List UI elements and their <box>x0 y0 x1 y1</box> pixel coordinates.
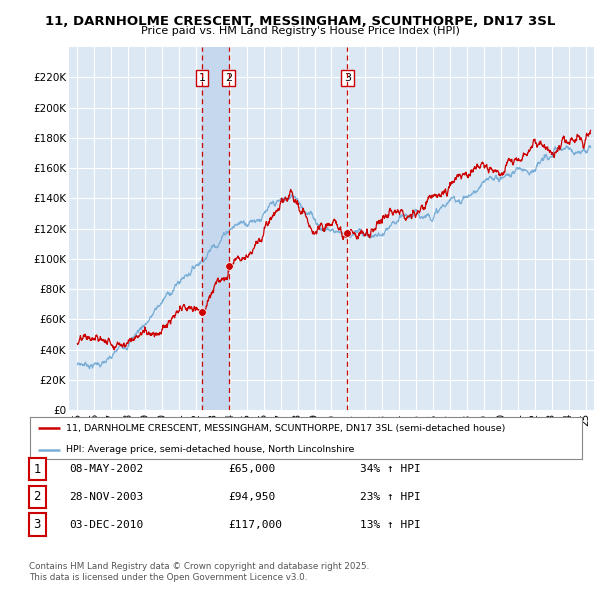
Text: 11, DARNHOLME CRESCENT, MESSINGHAM, SCUNTHORPE, DN17 3SL (semi-detached house): 11, DARNHOLME CRESCENT, MESSINGHAM, SCUN… <box>66 424 505 433</box>
Text: £117,000: £117,000 <box>228 520 282 529</box>
Text: 2: 2 <box>34 490 41 503</box>
Text: Contains HM Land Registry data © Crown copyright and database right 2025.: Contains HM Land Registry data © Crown c… <box>29 562 369 571</box>
Text: 3: 3 <box>34 518 41 531</box>
Text: 2: 2 <box>225 73 232 83</box>
Text: 3: 3 <box>344 73 351 83</box>
Bar <box>202 47 229 410</box>
Text: 11, DARNHOLME CRESCENT, MESSINGHAM, SCUNTHORPE, DN17 3SL: 11, DARNHOLME CRESCENT, MESSINGHAM, SCUN… <box>45 15 555 28</box>
Text: £94,950: £94,950 <box>228 492 275 502</box>
Text: HPI: Average price, semi-detached house, North Lincolnshire: HPI: Average price, semi-detached house,… <box>66 445 354 454</box>
Text: £65,000: £65,000 <box>228 464 275 474</box>
Text: 1: 1 <box>199 73 206 83</box>
Text: 23% ↑ HPI: 23% ↑ HPI <box>360 492 421 502</box>
Text: 03-DEC-2010: 03-DEC-2010 <box>69 520 143 529</box>
Text: 28-NOV-2003: 28-NOV-2003 <box>69 492 143 502</box>
Text: 08-MAY-2002: 08-MAY-2002 <box>69 464 143 474</box>
Text: 34% ↑ HPI: 34% ↑ HPI <box>360 464 421 474</box>
Text: 1: 1 <box>34 463 41 476</box>
Text: Price paid vs. HM Land Registry's House Price Index (HPI): Price paid vs. HM Land Registry's House … <box>140 26 460 36</box>
Text: This data is licensed under the Open Government Licence v3.0.: This data is licensed under the Open Gov… <box>29 572 307 582</box>
Text: 13% ↑ HPI: 13% ↑ HPI <box>360 520 421 529</box>
